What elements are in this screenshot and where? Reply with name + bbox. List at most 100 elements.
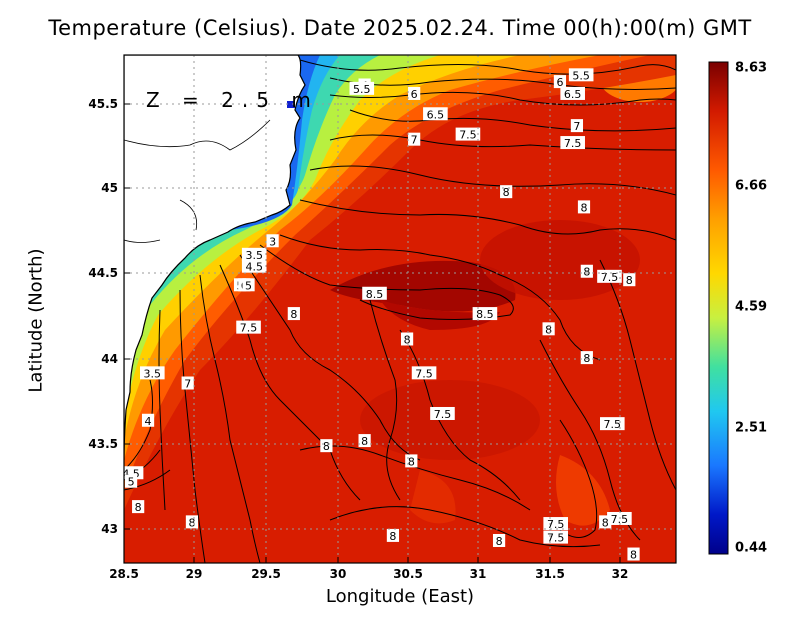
contour-label-box	[141, 413, 155, 427]
depth-label: Z = 2.5 m	[146, 88, 319, 112]
y-tick-label: 44.5	[88, 266, 118, 280]
x-tick-label: 31.5	[535, 567, 565, 581]
grid	[124, 55, 676, 563]
contour-label-box	[560, 136, 585, 150]
contour-label-box	[241, 247, 267, 261]
contour-label: 8	[583, 266, 590, 279]
contour-label-box	[362, 286, 387, 300]
contour-label-box	[124, 474, 138, 488]
contour-label: 8	[626, 274, 633, 287]
x-tick-label: 30.5	[393, 567, 423, 581]
y-tick-label: 44	[101, 352, 118, 366]
contour-label-box	[543, 530, 568, 544]
contour-label: 8	[408, 455, 415, 468]
contour-label: 7.5	[459, 129, 477, 142]
field-layer: 45.565.566.56.577.577.58833.54.556587.58…	[124, 55, 676, 563]
contour-label: 5	[128, 476, 135, 489]
contour-label-box	[358, 434, 371, 448]
contour-label-box	[580, 264, 593, 278]
contour-label: 6	[556, 76, 563, 89]
contour-label: 7.5	[604, 418, 622, 431]
contour-label: 7	[411, 134, 418, 147]
x-tick-label: 31	[469, 567, 487, 581]
contour-label-box	[542, 322, 555, 336]
contour-label: 7.5	[611, 513, 629, 526]
land-area	[124, 55, 306, 461]
x-axis-label: Longitude (East)	[325, 586, 475, 607]
contour-label: 4.5	[245, 261, 263, 274]
contour-label-box	[140, 366, 165, 380]
x-tick-label: 28.5	[109, 567, 139, 581]
contour-label: 7.5	[415, 367, 433, 380]
colorbar-tick-label: 2.51	[735, 420, 768, 436]
contour-label-box	[320, 439, 333, 453]
contour-label-box	[408, 132, 421, 146]
contour-label: 8	[389, 530, 396, 543]
colorbar-tick-label: 4.59	[735, 299, 768, 315]
tick-marks	[123, 103, 621, 563]
contour-label-box	[599, 515, 612, 529]
contour-label: 7.5	[434, 408, 452, 421]
contour-label: 3.5	[245, 249, 263, 262]
contour-label: 5	[245, 279, 252, 292]
contour-label: 8	[602, 516, 609, 529]
contour-label: 8	[496, 535, 503, 548]
contour-label-box	[423, 107, 448, 121]
contour-label: 7.5	[564, 137, 582, 150]
contour-label: 7.5	[240, 322, 258, 335]
plot-frame	[123, 54, 677, 564]
contour-label-box	[492, 533, 506, 547]
contour-label-box	[236, 320, 261, 334]
contour-label: 8	[188, 516, 195, 529]
contour-label-box	[400, 332, 414, 346]
contour-label-box	[185, 515, 199, 529]
contour-label-layer: 45.565.566.56.577.577.58833.54.556587.58…	[124, 68, 640, 562]
contour-label-box	[543, 517, 568, 531]
contour-label: 4	[145, 415, 152, 428]
contour-label: 8	[290, 308, 297, 321]
contour-label-box	[600, 417, 625, 431]
contour-label: 8	[361, 435, 368, 448]
contour-label-box	[287, 307, 300, 321]
contour-label-box	[570, 119, 584, 133]
x-tick-label: 29.5	[251, 567, 281, 581]
contour-label-box	[386, 528, 400, 542]
y-axis-label: Latitude (North)	[25, 248, 47, 393]
y-tick-label: 43.5	[88, 437, 118, 451]
contour-label: 8	[404, 333, 411, 346]
x-tick-label: 29	[185, 567, 203, 581]
contour-label: 6.5	[564, 88, 582, 101]
y-tick-label: 45.5	[88, 97, 118, 111]
contour-label-box	[553, 75, 567, 89]
contour-label: 5.5	[572, 69, 590, 82]
contour-label: 7	[573, 120, 580, 133]
y-tick-label: 43	[101, 522, 118, 536]
contour-label-box	[623, 273, 636, 287]
contour-label-box	[455, 127, 481, 141]
contour-label: 8	[581, 201, 588, 214]
contour-label: 8	[503, 186, 510, 199]
colorbar-tick-label: 6.66	[735, 178, 768, 194]
contour-label-box	[242, 278, 255, 292]
contour-label: 6	[411, 88, 418, 101]
colorbar	[708, 61, 729, 555]
contour-label-box	[430, 406, 455, 420]
contour-label: 8.5	[476, 308, 494, 321]
colorbar-tick-label: 8.63	[735, 60, 768, 76]
contour-label: 8.5	[366, 288, 384, 301]
contour-label-box	[568, 68, 594, 82]
contour-label: 8	[323, 440, 330, 453]
y-tick-label: 45	[101, 181, 118, 195]
contour-label-box	[241, 259, 267, 273]
contour-label: 3.5	[144, 367, 162, 380]
contour-label-box	[580, 351, 593, 365]
contour-label: 7.5	[547, 518, 565, 531]
contour-label: 5.5	[353, 83, 371, 96]
contour-label-box	[597, 269, 622, 283]
contour-label-box	[181, 376, 194, 390]
contour-label: 6.5	[427, 108, 445, 121]
contour-label-box	[408, 86, 421, 100]
contour-label-box	[411, 366, 437, 380]
colorbar-tick-label: 0.44	[735, 540, 768, 556]
